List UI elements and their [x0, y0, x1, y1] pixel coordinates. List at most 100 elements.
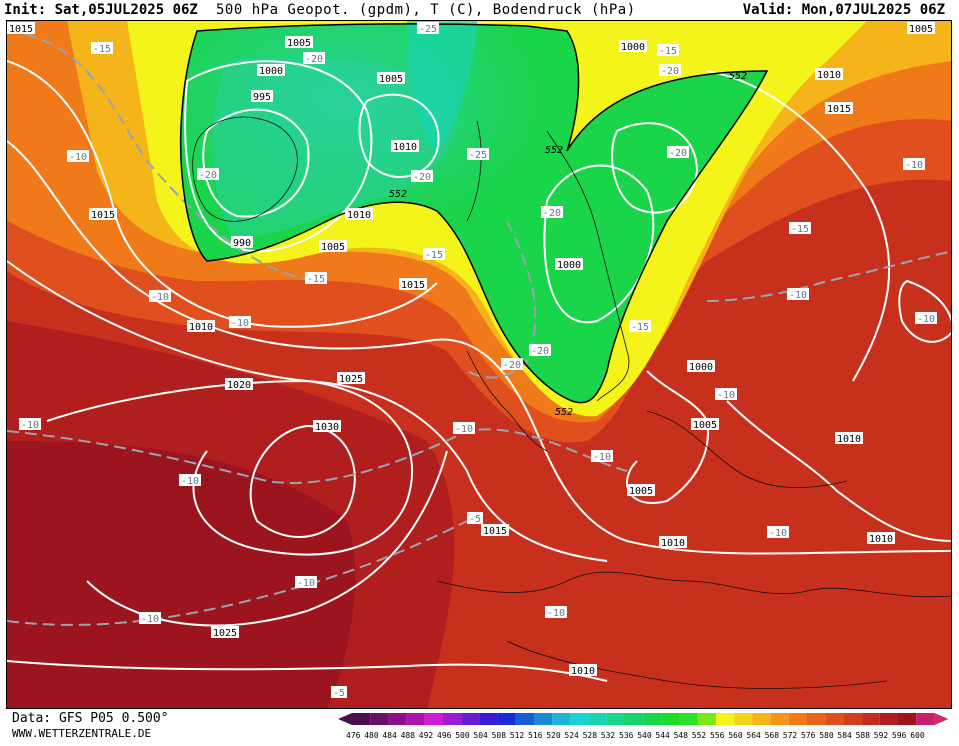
- svg-text:-20: -20: [669, 148, 687, 159]
- temperature-label: -10: [591, 450, 613, 463]
- legend-tick-label: 500: [455, 731, 470, 740]
- svg-text:1010: 1010: [869, 534, 893, 545]
- legend-tick-label: 544: [655, 731, 670, 740]
- isobar-label: 1025: [211, 626, 239, 639]
- isobar-label: 1010: [345, 208, 373, 221]
- isobar-label: 995: [251, 90, 273, 103]
- legend-swatch: [697, 713, 716, 725]
- svg-text:-10: -10: [789, 290, 807, 301]
- svg-text:-10: -10: [717, 390, 735, 401]
- temperature-label: -20: [411, 170, 433, 183]
- svg-text:1020: 1020: [227, 380, 251, 391]
- legend-tick-label: 496: [437, 731, 452, 740]
- legend-swatch: [734, 713, 753, 725]
- svg-text:-20: -20: [543, 208, 561, 219]
- legend-swatch: [825, 713, 844, 725]
- map-canvas: 1015 1005 1000 995 990 1005 1000 1010 10…: [7, 21, 951, 708]
- legend-swatch: [570, 713, 589, 725]
- legend-swatch: [788, 713, 807, 725]
- svg-text:1005: 1005: [629, 486, 653, 497]
- legend-swatch: [424, 713, 443, 725]
- legend-swatch: [352, 713, 371, 725]
- legend-swatch: [916, 713, 935, 725]
- legend-swatch: [515, 713, 534, 725]
- chart-title: 500 hPa Geopot. (gpdm), T (C), Bodendruc…: [216, 2, 636, 18]
- isobar-label: 1000: [555, 258, 583, 271]
- temperature-label: -10: [179, 474, 201, 487]
- svg-text:1010: 1010: [189, 322, 213, 333]
- site-url[interactable]: WWW.WETTERZENTRALE.DE: [12, 727, 152, 740]
- isobar-labels: 1015 1005 1000 995 990 1005 1000 1010 10…: [7, 22, 935, 677]
- legend-tick-label: 560: [728, 731, 743, 740]
- legend-tick-label: 488: [401, 731, 416, 740]
- legend-swatch: [625, 713, 644, 725]
- legend-swatch: [861, 713, 880, 725]
- svg-text:1010: 1010: [817, 70, 841, 81]
- valid-time: Valid: Mon,07JUL2025 06Z: [742, 2, 945, 18]
- legend-swatch: [643, 713, 662, 725]
- legend-swatch: [770, 713, 789, 725]
- legend-tick-label: 504: [473, 731, 488, 740]
- svg-text:1005: 1005: [379, 74, 403, 85]
- legend-tick-label: 492: [419, 731, 434, 740]
- legend-tick-label: 568: [765, 731, 780, 740]
- weather-map: 1015 1005 1000 995 990 1005 1000 1010 10…: [6, 20, 952, 709]
- init-time: Init: Sat,05JUL2025 06Z: [4, 2, 198, 18]
- legend-swatch: [879, 713, 898, 725]
- temperature-label: -10: [545, 606, 567, 619]
- svg-text:-25: -25: [419, 24, 437, 35]
- svg-text:1010: 1010: [837, 434, 861, 445]
- legend-tick-label: 536: [619, 731, 634, 740]
- legend-swatch: [552, 713, 571, 725]
- temperature-label: -15: [91, 42, 113, 55]
- svg-text:1005: 1005: [909, 24, 933, 35]
- header: Init: Sat,05JUL2025 06Z 500 hPa Geopot. …: [0, 0, 959, 20]
- svg-text:-10: -10: [905, 160, 923, 171]
- temperature-label: -20: [529, 344, 551, 357]
- temperature-label: -5: [331, 686, 347, 699]
- temperature-label: -20: [197, 168, 219, 181]
- contour-552: [179, 23, 769, 404]
- svg-text:1015: 1015: [827, 104, 851, 115]
- legend-tick-label: 572: [783, 731, 798, 740]
- legend-tick-label: 584: [837, 731, 852, 740]
- coastlines: [192, 116, 951, 689]
- isobar-label: 1015: [7, 22, 35, 35]
- svg-text:-5: -5: [469, 514, 481, 525]
- isobar-label: 1010: [187, 320, 215, 333]
- height-labels: 552 552 552 552: [389, 71, 747, 418]
- field-536: [407, 21, 477, 151]
- svg-text:-20: -20: [661, 66, 679, 77]
- legend-swatch: [898, 713, 917, 725]
- svg-text:1010: 1010: [393, 142, 417, 153]
- isobar-label: 1000: [257, 64, 285, 77]
- svg-text:-10: -10: [547, 608, 565, 619]
- isobar-label: 1015: [825, 102, 853, 115]
- legend-swatch: [497, 713, 516, 725]
- temperature-labels: -15 -10 -25 -25 -20 -20 -20 -20 -20 -20 …: [19, 22, 937, 699]
- svg-text:990: 990: [233, 238, 251, 249]
- isobar-label: 1010: [835, 432, 863, 445]
- temperature-label: -20: [303, 52, 325, 65]
- legend-tick-label: 580: [819, 731, 834, 740]
- temperature-label: -10: [149, 290, 171, 303]
- temperature-label: -25: [467, 148, 489, 161]
- svg-text:-15: -15: [93, 44, 111, 55]
- temperature-label: -10: [715, 388, 737, 401]
- height-label: 552: [389, 189, 407, 200]
- svg-text:-10: -10: [21, 420, 39, 431]
- isobar-label: 1030: [313, 420, 341, 433]
- temperature-label: -10: [767, 526, 789, 539]
- legend-tick-label: 484: [382, 731, 397, 740]
- legend-tick-label: 512: [510, 731, 525, 740]
- legend-tick-label: 520: [546, 731, 561, 740]
- svg-text:1000: 1000: [621, 42, 645, 53]
- legend-arrow-right: [934, 713, 949, 725]
- svg-text:-20: -20: [199, 170, 217, 181]
- height-label: 552: [729, 71, 747, 82]
- svg-text:-10: -10: [181, 476, 199, 487]
- svg-text:995: 995: [253, 92, 271, 103]
- legend-tick-label: 524: [564, 731, 579, 740]
- legend-tick-label: 540: [637, 731, 652, 740]
- legend-tick-label: 548: [674, 731, 689, 740]
